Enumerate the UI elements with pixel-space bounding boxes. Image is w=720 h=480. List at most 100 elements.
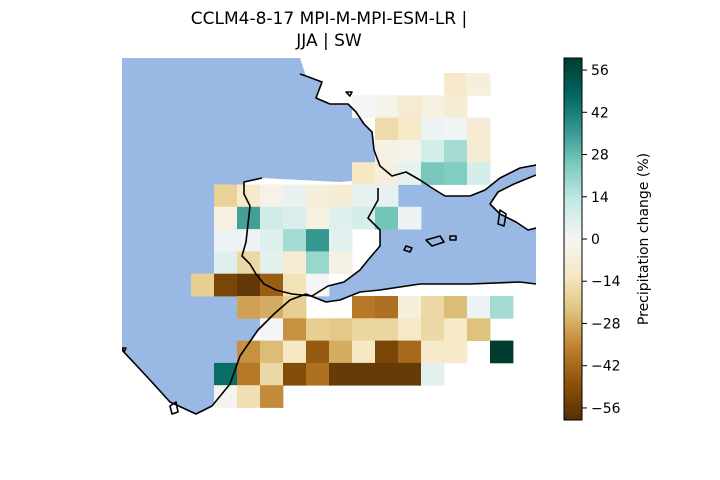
precip-cell xyxy=(375,139,399,163)
precip-cell xyxy=(375,117,399,141)
precip-cell xyxy=(306,229,330,252)
colorbar-label: Precipitation change (%) xyxy=(636,153,652,325)
precip-cell xyxy=(237,184,261,208)
precip-cell xyxy=(352,318,376,341)
precip-cell xyxy=(421,318,445,341)
precip-cell xyxy=(398,296,422,319)
coastline-small-isle-2 xyxy=(449,235,457,241)
precip-cell xyxy=(260,184,284,208)
precip-cell xyxy=(214,206,238,230)
coastline-canary xyxy=(169,401,179,415)
precip-cell xyxy=(375,318,399,341)
colorbar-ticks: 56 42 28 14 0 −14 −28 −42 −56 xyxy=(582,63,621,417)
precip-cell xyxy=(398,206,422,230)
precip-cell xyxy=(421,162,445,185)
precip-cell xyxy=(490,296,514,319)
precip-cell xyxy=(421,95,445,118)
precip-cell xyxy=(329,251,353,275)
precip-cell xyxy=(352,162,376,185)
precip-cell xyxy=(214,184,238,208)
precip-cell xyxy=(398,318,422,341)
precip-cell xyxy=(421,362,445,386)
precip-cells xyxy=(191,73,514,408)
coastline-corsica xyxy=(497,209,507,227)
precip-cell xyxy=(329,184,353,208)
precip-cell xyxy=(421,296,445,319)
colorbar-tick-label: −56 xyxy=(591,401,621,417)
precip-cell xyxy=(329,318,353,341)
precip-cell xyxy=(329,362,353,386)
precip-cell xyxy=(260,296,284,319)
coastline-balearics xyxy=(425,235,445,247)
precip-cell xyxy=(352,184,376,208)
precip-cell xyxy=(283,184,307,208)
precip-cell xyxy=(237,385,261,408)
coastline-north-africa xyxy=(122,281,536,415)
precip-cell xyxy=(467,117,491,141)
precip-cell xyxy=(375,296,399,319)
precip-cell xyxy=(214,251,238,275)
precip-cell xyxy=(444,139,468,163)
colorbar-tick-label: 42 xyxy=(591,105,609,121)
precip-cell xyxy=(467,73,491,96)
colorbar-tick-label: 14 xyxy=(591,190,609,206)
precip-cell xyxy=(444,318,468,341)
chart-title: CCLM4-8-17 MPI-M-MPI-ESM-LR | JJA | SW xyxy=(122,8,536,52)
precip-cell xyxy=(444,73,468,96)
title-line-1: CCLM4-8-17 MPI-M-MPI-ESM-LR | xyxy=(190,9,468,29)
precip-cell xyxy=(467,296,491,319)
precip-cell xyxy=(375,95,399,118)
coastline-small-isle-1 xyxy=(403,245,413,253)
precip-cell xyxy=(444,117,468,141)
precip-cell xyxy=(260,251,284,275)
title-line-2: JJA | SW xyxy=(296,31,362,51)
precip-cell xyxy=(421,340,445,364)
coastlines xyxy=(122,73,536,415)
precip-cell xyxy=(352,362,376,386)
precip-cell xyxy=(398,95,422,118)
colorbar-tick-label: 0 xyxy=(591,232,600,248)
coastline-italy xyxy=(489,174,536,231)
coastline-iberia xyxy=(241,177,381,297)
precip-cell xyxy=(375,206,399,230)
precip-cell xyxy=(283,273,307,297)
precip-cell xyxy=(306,362,330,386)
precip-cell xyxy=(306,273,330,297)
colorbar-tick-label: −42 xyxy=(591,359,621,375)
precip-cell xyxy=(467,139,491,163)
precip-cell xyxy=(237,296,261,319)
precip-cell xyxy=(306,251,330,275)
precip-cell xyxy=(329,229,353,252)
precip-cell xyxy=(375,162,399,185)
precip-cell xyxy=(214,385,238,408)
precip-cell xyxy=(237,362,261,386)
precip-cell xyxy=(260,318,284,341)
colorbar-gradient xyxy=(563,57,583,421)
precip-cell xyxy=(352,296,376,319)
precip-cell xyxy=(375,362,399,386)
precip-cell xyxy=(237,273,261,297)
precip-cell xyxy=(283,229,307,252)
coastline-france xyxy=(299,73,536,197)
precip-cell xyxy=(329,340,353,364)
land-italy xyxy=(490,175,536,230)
precip-cell xyxy=(237,340,261,364)
precip-cell xyxy=(421,117,445,141)
precip-cell xyxy=(260,340,284,364)
precip-cell xyxy=(283,340,307,364)
precip-cell xyxy=(467,318,491,341)
colorbar-tick-label: 56 xyxy=(591,63,609,79)
precip-cell xyxy=(214,273,238,297)
precip-cell xyxy=(398,340,422,364)
precip-cell xyxy=(260,385,284,408)
precip-cell xyxy=(260,206,284,230)
coastline-channel-isle xyxy=(345,91,353,97)
precip-cell xyxy=(375,340,399,364)
precip-cell xyxy=(191,273,215,297)
precip-cell xyxy=(306,206,330,230)
precip-cell xyxy=(283,362,307,386)
precip-cell xyxy=(444,296,468,319)
precip-cell xyxy=(283,206,307,230)
precip-cell xyxy=(214,229,238,252)
